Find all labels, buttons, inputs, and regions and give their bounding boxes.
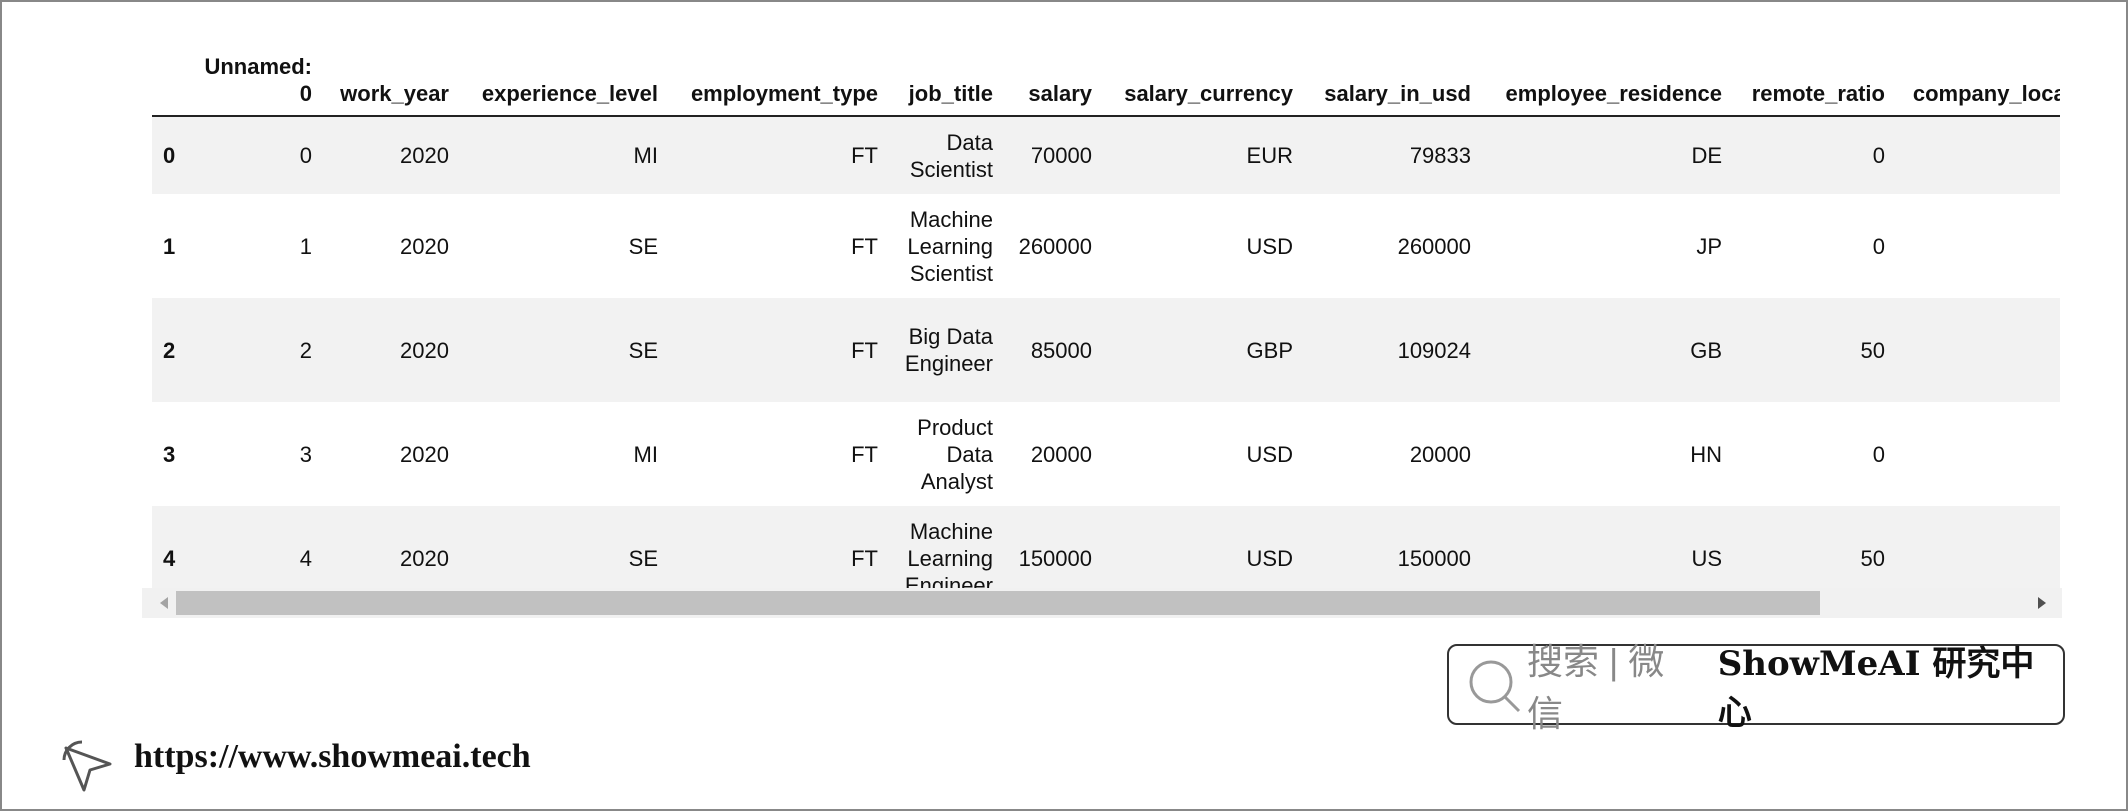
- horizontal-scrollbar[interactable]: [142, 588, 2062, 618]
- column-header: work_year: [323, 30, 460, 117]
- watermark-brand: ShowMeAI 研究中心: [1717, 643, 2035, 733]
- column-header: company_location: [1896, 30, 2060, 117]
- table-cell: 150000: [1397, 545, 1471, 571]
- table-row: 3 3 2020 MI FT Product Data Analyst 20000 USD 20…: [152, 402, 2060, 506]
- table-cell: FT: [851, 545, 878, 571]
- table-cell: GB: [1690, 337, 1722, 363]
- table-row: 0 0 2020 MI FT Data Scientist 70000 EUR 79833 DE 0: [152, 116, 2060, 194]
- column-header: remote_ratio: [1733, 30, 1896, 117]
- table-cell: 0: [1872, 143, 1885, 168]
- table-cell: 79833: [1409, 143, 1471, 168]
- row-index: 4: [163, 545, 176, 571]
- table-cell: US: [1691, 545, 1722, 571]
- table-body: 0 0 2020 MI FT Data Scientist 70000 EUR 79833 DE 0…: [152, 116, 2060, 610]
- table-cell: FT: [851, 143, 878, 168]
- row-index: 0: [163, 143, 176, 168]
- table: Unnamed: 0 work_year experience_level emplo…: [152, 30, 2060, 610]
- scrollbar-thumb[interactable]: [176, 591, 1820, 615]
- row-index: 2: [163, 337, 176, 363]
- table-cell: 85000: [1030, 337, 1092, 363]
- table-cell: 2: [299, 337, 312, 363]
- table-cell: 260000: [1397, 233, 1471, 259]
- table-cell: 70000: [1030, 143, 1092, 168]
- search-icon: [1469, 660, 1521, 713]
- table-row: 2 2 2020 SE FT Big Data Engineer 85000 GBP 10902…: [152, 298, 2060, 402]
- header-row: Unnamed: 0 work_year experience_level emplo…: [152, 30, 2060, 117]
- dataframe: Unnamed: 0 work_year experience_level emplo…: [152, 30, 2060, 610]
- table-cell: HN: [1690, 441, 1722, 467]
- table-cell: USD: [1246, 441, 1293, 467]
- column-header: employee_residence: [1482, 30, 1733, 117]
- table-cell: [1896, 298, 2060, 402]
- cursor-icon: [62, 740, 112, 792]
- table-cell: 150000: [1018, 545, 1092, 571]
- table-cell: MI: [633, 143, 658, 168]
- table-cell: 50: [1860, 337, 1885, 363]
- column-header: salary: [1004, 30, 1103, 117]
- table-cell: 0: [1872, 441, 1885, 467]
- column-header: employment_type: [669, 30, 889, 117]
- table-cell: 2020: [400, 337, 449, 363]
- table-cell: 0: [299, 143, 312, 168]
- table-cell: 109024: [1397, 337, 1471, 363]
- watermark-search: 搜索 | 微信: [1527, 640, 1665, 734]
- table-cell: FT: [851, 441, 878, 467]
- table-cell: 20000: [1409, 441, 1471, 467]
- table-cell: 1: [299, 233, 312, 259]
- table-cell: Big Data Engineer: [904, 324, 993, 376]
- table-cell: SE: [628, 337, 658, 363]
- table-cell: EUR: [1246, 143, 1293, 168]
- table-cell: 0: [1872, 233, 1885, 259]
- table-cell: SE: [628, 545, 658, 571]
- table-cell: 2020: [400, 233, 449, 259]
- footer-url[interactable]: https://www.showmeai.tech: [134, 738, 531, 775]
- index-header: [152, 30, 187, 117]
- table-cell: [1896, 194, 2060, 298]
- table-cell: 260000: [1018, 233, 1092, 259]
- table-cell: Product Data Analyst: [917, 414, 993, 494]
- table-cell: 2020: [400, 545, 449, 571]
- table-cell: Data Scientist: [909, 129, 993, 182]
- table-cell: FT: [851, 233, 878, 259]
- row-index: 3: [163, 441, 176, 467]
- table-cell: 2020: [400, 441, 449, 467]
- table-cell: Machine Learning Scientist: [907, 206, 993, 286]
- table-cell: 50: [1860, 545, 1885, 571]
- table-cell: 4: [299, 545, 312, 571]
- table-cell: JP: [1696, 233, 1722, 259]
- scroll-arrows: [160, 597, 2046, 609]
- table-cell: DE: [1691, 143, 1722, 168]
- table-cell: USD: [1246, 545, 1293, 571]
- table-cell: [1896, 116, 2060, 194]
- table-cell: USD: [1246, 233, 1293, 259]
- table-cell: 2020: [400, 143, 449, 168]
- column-header: salary_in_usd: [1304, 30, 1482, 117]
- table-cell: GBP: [1246, 337, 1293, 363]
- table-cell: MI: [633, 441, 658, 467]
- column-header: Unnamed: 0: [187, 30, 323, 117]
- table-cell: 3: [299, 441, 312, 467]
- table-row: 1 1 2020 SE FT Machine Learning Scientist 2600…: [152, 194, 2060, 298]
- column-header: salary_currency: [1103, 30, 1304, 117]
- row-index: 1: [163, 233, 176, 259]
- table-cell: FT: [851, 337, 878, 363]
- table-cell: [1896, 402, 2060, 506]
- column-header: experience_level: [460, 30, 669, 117]
- table-cell: SE: [628, 233, 658, 259]
- watermark: 搜索 | 微信 ShowMeAI 研究中心: [1447, 641, 2065, 734]
- column-header: job_title: [889, 30, 1004, 117]
- table-cell: 20000: [1030, 441, 1092, 467]
